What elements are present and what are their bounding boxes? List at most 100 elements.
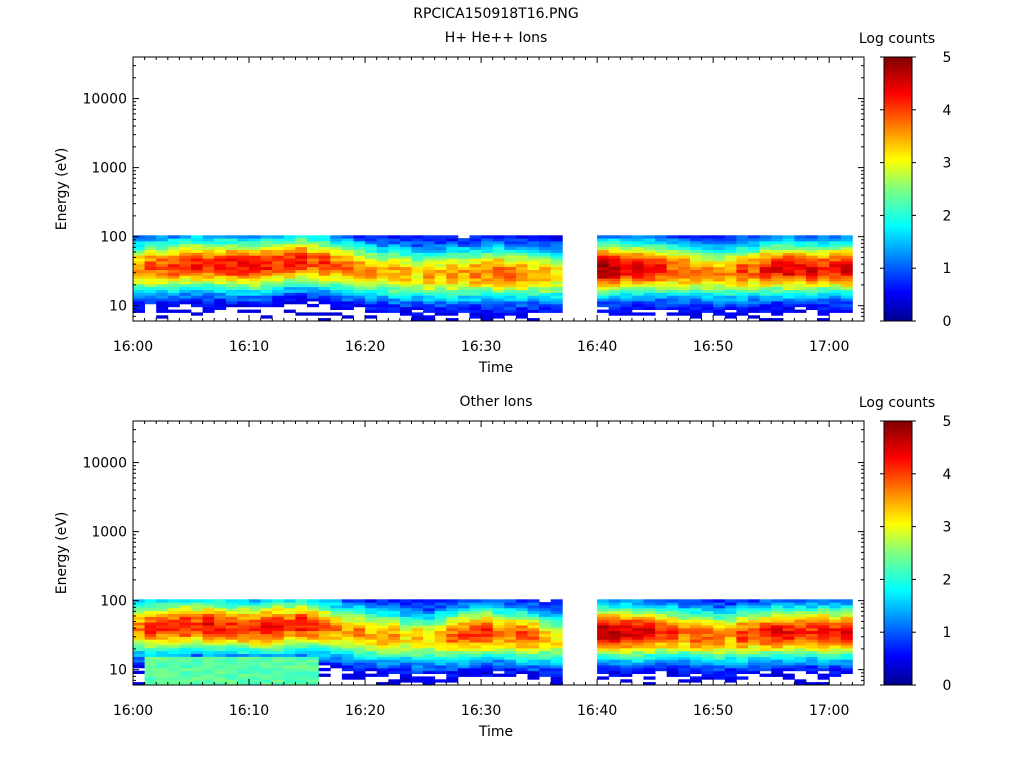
heatmap-cell — [167, 670, 180, 674]
heatmap-cell — [469, 613, 482, 617]
heatmap-cell — [701, 309, 714, 313]
heatmap-cell — [237, 647, 250, 652]
heatmap-cell — [701, 659, 714, 663]
heatmap-cell — [307, 269, 319, 273]
heatmap-cell — [748, 639, 760, 643]
heatmap-cell — [759, 650, 772, 654]
heatmap-cell — [318, 298, 331, 302]
heatmap-cell — [423, 261, 436, 265]
heatmap-cell — [713, 246, 726, 250]
heatmap-cell — [829, 241, 842, 245]
heatmap-cell — [655, 266, 668, 270]
heatmap-cell — [608, 662, 621, 666]
heatmap-cell — [191, 613, 203, 617]
heatmap-cell — [167, 633, 180, 637]
heatmap-cell — [341, 630, 354, 634]
heatmap-cell — [376, 272, 389, 276]
heatmap-cell — [608, 642, 621, 646]
heatmap-cell — [469, 275, 482, 279]
heatmap-cell — [840, 298, 853, 302]
heatmap-cell — [214, 241, 227, 245]
heatmap-cell — [643, 665, 656, 669]
heatmap-cell — [713, 255, 726, 259]
heatmap-cell — [794, 682, 807, 686]
heatmap-cell — [295, 235, 308, 239]
heatmap-cell — [411, 238, 424, 242]
heatmap-cell — [759, 610, 772, 614]
heatmap-cell — [492, 249, 505, 253]
heatmap-cell — [423, 315, 436, 319]
heatmap-cell — [167, 616, 180, 620]
heatmap-cell — [179, 605, 192, 609]
heatmap-cell — [620, 235, 633, 239]
heatmap-cell — [272, 653, 285, 657]
heatmap-cell — [690, 647, 702, 652]
heatmap-cell — [191, 283, 203, 288]
colorbar-tick-label: 5 — [943, 414, 952, 430]
heatmap-cell — [504, 662, 517, 666]
heatmap-cell — [736, 665, 749, 669]
heatmap-cell — [214, 275, 227, 279]
heatmap-cell — [701, 295, 714, 299]
heatmap-cell — [307, 627, 319, 632]
heatmap-cell — [713, 306, 726, 310]
heatmap-cell — [156, 275, 169, 279]
heatmap-cell — [341, 306, 354, 310]
heatmap-cell — [399, 630, 412, 634]
heatmap-cell — [133, 272, 145, 276]
x-tick-label: 16:50 — [693, 339, 733, 355]
heatmap-cell — [631, 627, 644, 632]
heatmap-cell — [759, 241, 772, 245]
heatmap-cell — [423, 659, 436, 663]
heatmap-cell — [655, 243, 668, 248]
heatmap-cell — [713, 656, 726, 660]
heatmap-cell — [318, 630, 331, 634]
x-tick-label: 16:30 — [461, 703, 501, 719]
heatmap-cell — [133, 656, 145, 660]
heatmap-cell — [295, 243, 308, 248]
heatmap-cell — [492, 266, 505, 270]
heatmap-cell — [144, 605, 157, 609]
heatmap-cell — [527, 642, 540, 646]
heatmap-cell — [191, 647, 203, 652]
heatmap-cell — [631, 662, 644, 666]
heatmap-cell — [423, 249, 436, 253]
heatmap-cell — [678, 309, 691, 313]
heatmap-cell — [202, 679, 215, 683]
heatmap-cell — [736, 676, 749, 680]
heatmap-cell — [690, 252, 702, 256]
heatmap-cell — [167, 630, 180, 634]
heatmap-cell — [365, 622, 378, 626]
heatmap-cell — [388, 656, 401, 660]
heatmap-cell — [527, 272, 540, 276]
heatmap-cell — [748, 619, 760, 623]
y-axis-label: Energy (eV) — [54, 512, 70, 595]
heatmap-cell — [191, 639, 203, 643]
heatmap-cell — [643, 301, 656, 305]
heatmap-cell — [504, 659, 517, 663]
heatmap-cell — [515, 289, 528, 293]
heatmap-cell — [539, 252, 552, 256]
heatmap-cell — [434, 667, 447, 672]
heatmap-cell — [527, 673, 540, 677]
heatmap-cell — [237, 630, 250, 634]
heatmap-cell — [399, 252, 412, 256]
heatmap-cell — [202, 650, 215, 654]
heatmap-cell — [527, 318, 540, 322]
heatmap-cell — [457, 670, 470, 674]
heatmap-cell — [283, 278, 296, 282]
heatmap-cell — [249, 662, 261, 666]
heatmap-cell — [504, 667, 517, 672]
heatmap-cell — [608, 622, 621, 626]
heatmap-cell — [515, 605, 528, 609]
heatmap-cell — [376, 670, 389, 674]
heatmap-cell — [759, 673, 772, 677]
heatmap-cell — [643, 241, 656, 245]
heatmap-cell — [341, 246, 354, 250]
heatmap-cell — [481, 238, 494, 242]
heatmap-cell — [307, 263, 319, 268]
heatmap-cell — [806, 639, 818, 643]
heatmap-cell — [608, 619, 621, 623]
heatmap-cell — [655, 599, 668, 603]
heatmap-cell — [724, 275, 737, 279]
